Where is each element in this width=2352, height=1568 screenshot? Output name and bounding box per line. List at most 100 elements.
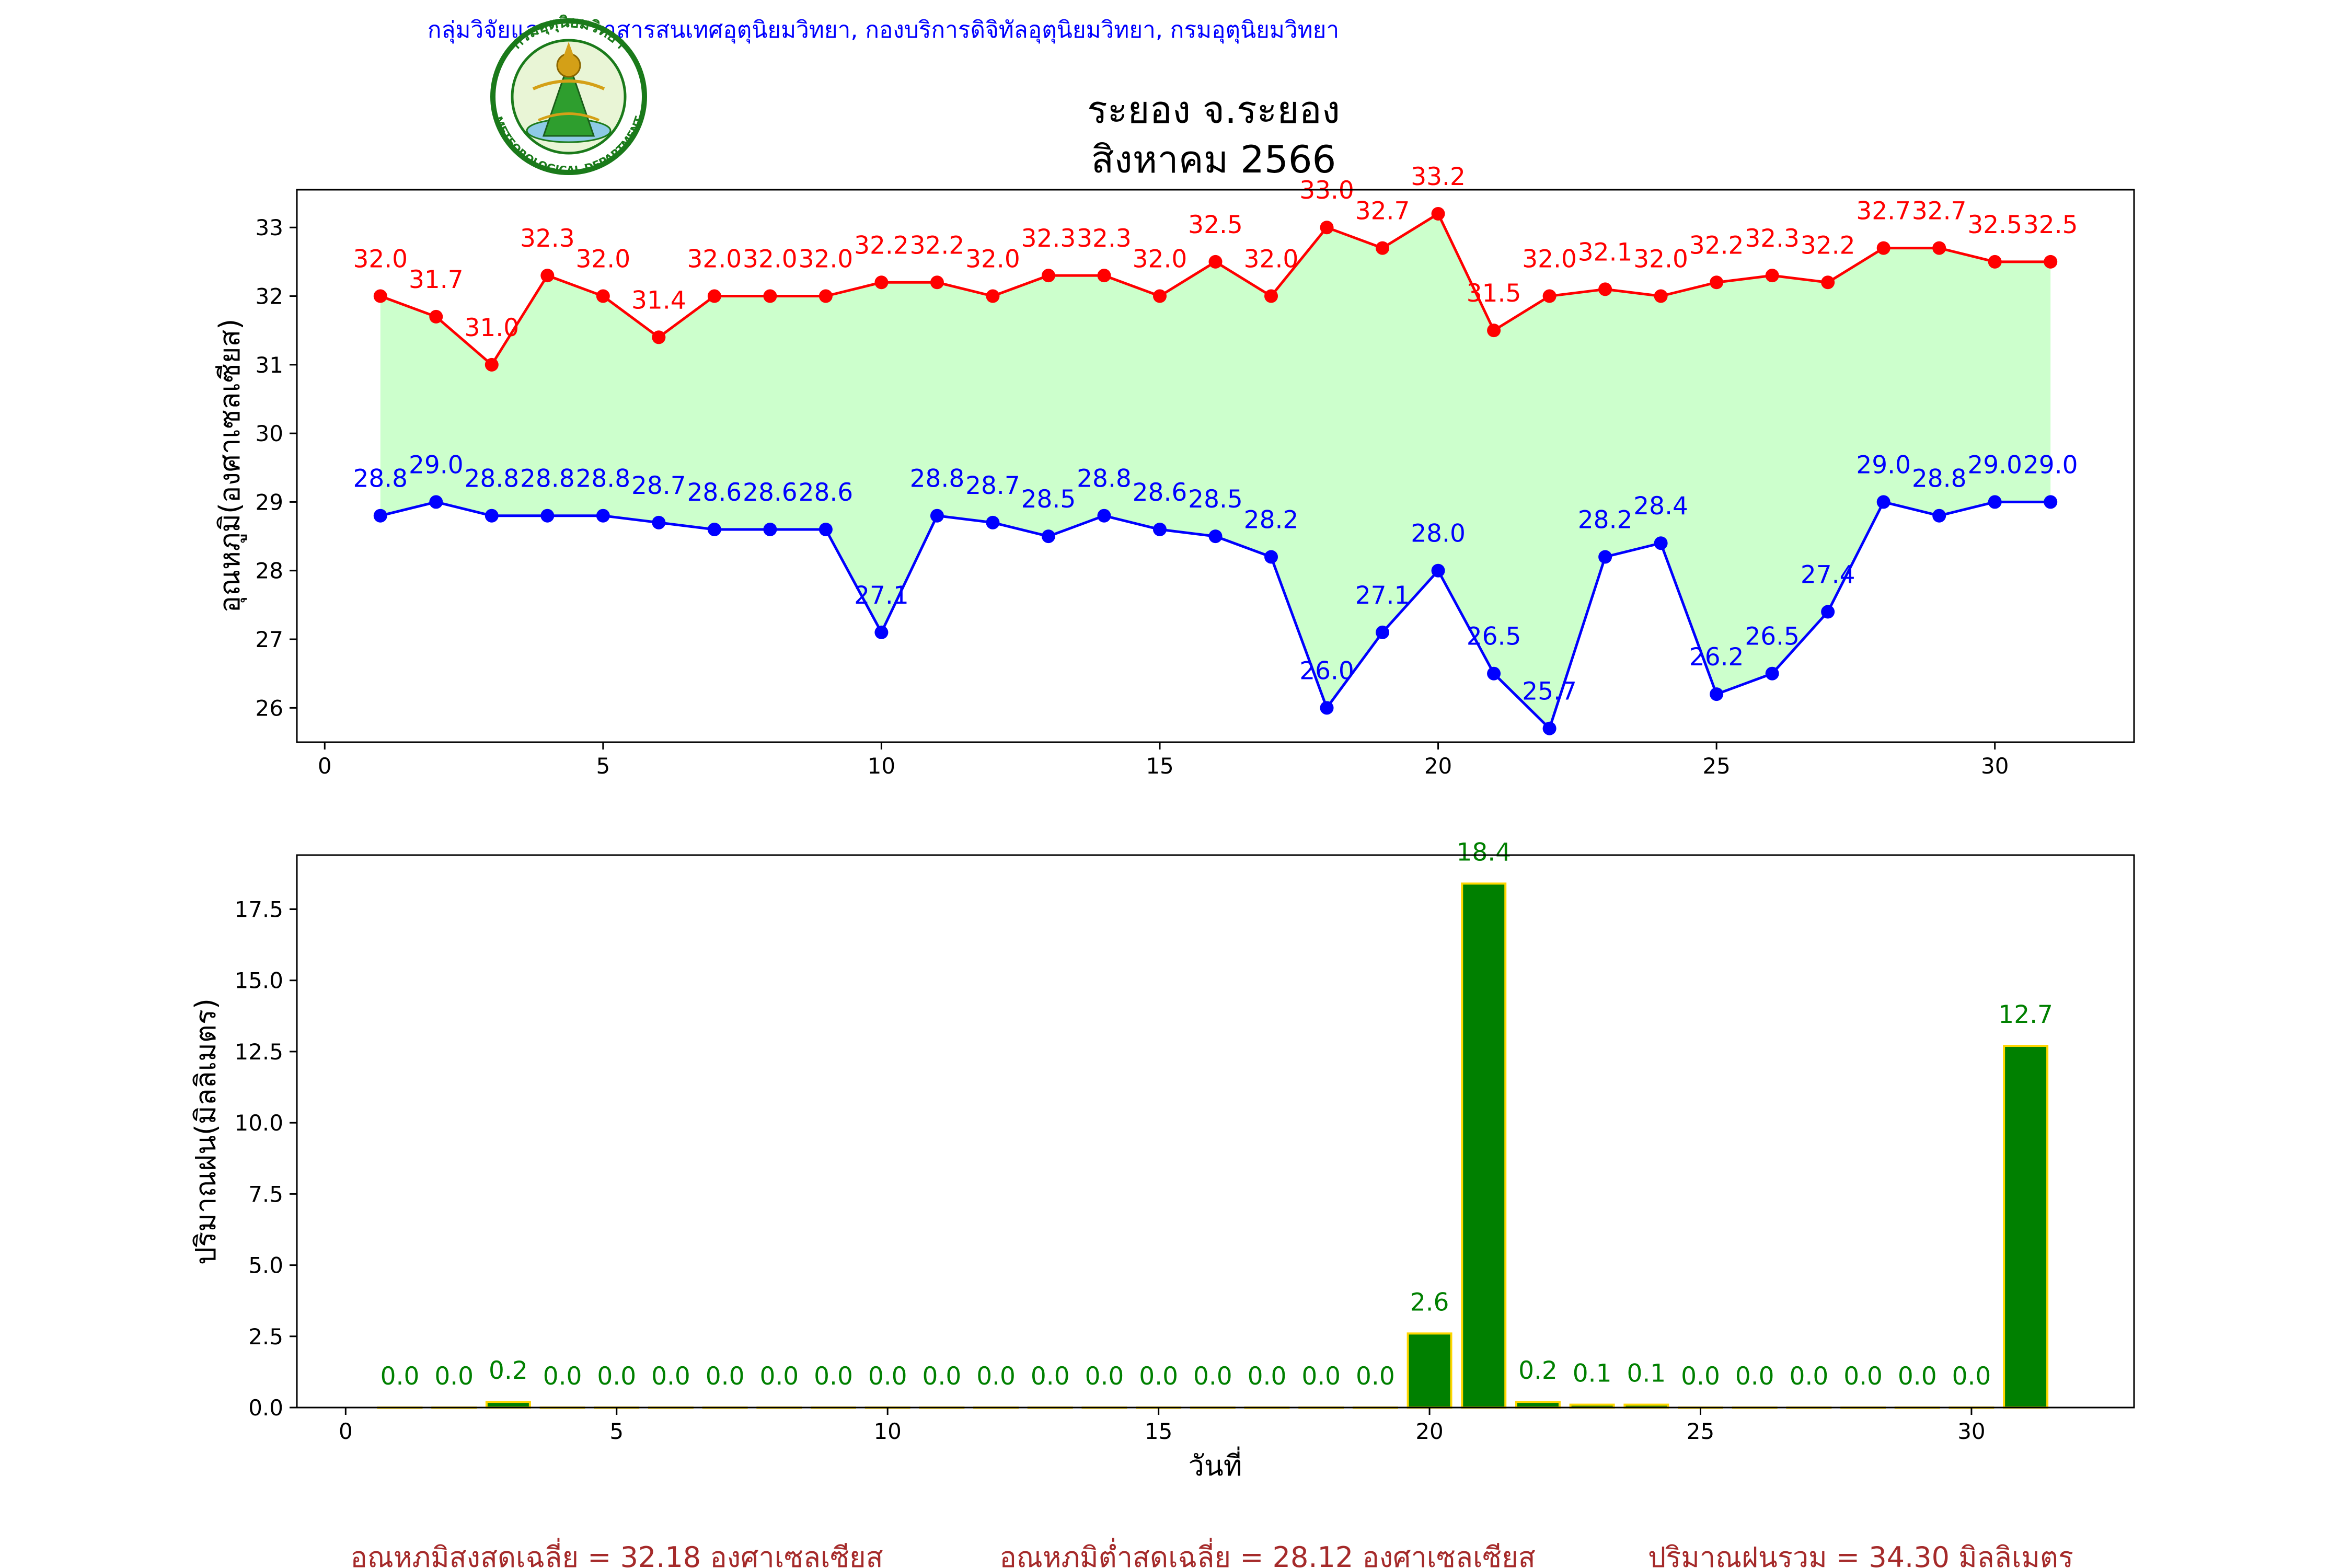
- max-temp-point: [1320, 221, 1334, 235]
- min-temp-data-label: 28.8: [1077, 465, 1132, 493]
- max-temp-data-label: 32.7: [1856, 197, 1911, 226]
- rainfall-y-axis-label: ปริมาณฝน(มิลลิเมตร): [189, 998, 222, 1265]
- max-temp-data-label: 32.3: [1745, 224, 1800, 253]
- max-temp-data-label: 32.2: [910, 231, 965, 260]
- min-temp-data-label: 28.4: [1633, 492, 1688, 521]
- rain-data-label: 0.0: [1193, 1362, 1232, 1391]
- temperature-x-tick-label: 5: [596, 753, 610, 779]
- max-temp-data-label: 32.5: [2023, 211, 2078, 239]
- rain-data-label: 0.0: [1031, 1362, 1070, 1391]
- min-temp-point: [1765, 666, 1779, 681]
- rain-data-label: 0.0: [1898, 1362, 1937, 1391]
- max-temp-data-label: 32.0: [799, 245, 854, 274]
- max-temp-data-label: 32.5: [1967, 211, 2022, 239]
- min-temp-point: [1041, 529, 1055, 544]
- rain-data-label: 0.0: [1085, 1362, 1124, 1391]
- min-temp-point: [485, 509, 499, 523]
- max-temp-point: [1376, 241, 1390, 255]
- rain-data-label: 0.0: [1681, 1362, 1720, 1391]
- department-logo: กรมอุตุนิยมวิทยา METEOROLOGICAL DEPARTME…: [490, 13, 647, 177]
- temperature-x-tick-label: 20: [1424, 753, 1452, 779]
- rain-data-label: 0.0: [651, 1362, 690, 1391]
- max-temp-point: [763, 289, 777, 303]
- rain-data-label: 0.0: [1735, 1362, 1774, 1391]
- max-temp-point: [1041, 269, 1055, 283]
- max-temp-data-label: 32.0: [353, 245, 408, 274]
- min-temp-point: [1876, 495, 1890, 509]
- temperature-x-tick-label: 15: [1146, 753, 1173, 779]
- temperature-x-tick-label: 30: [1981, 753, 2009, 779]
- rainfall-chart: 0.0 0.0 0.2 0.0 0.0 0.0 0.0 0.0 0.0 0.0 0.0 0.0 0.0 0…: [189, 838, 2135, 1482]
- rainfall-y-tick-label: 15.0: [234, 968, 283, 994]
- min-temp-point: [1598, 550, 1612, 564]
- min-temp-point: [1988, 495, 2002, 509]
- min-temp-data-label: 27.1: [854, 581, 909, 610]
- max-temp-point: [1598, 282, 1612, 296]
- max-temp-data-label: 32.0: [687, 245, 742, 274]
- rainfall-y-tick-label: 10.0: [234, 1110, 283, 1136]
- min-temp-data-label: 25.7: [1522, 677, 1577, 706]
- max-temp-data-label: 32.0: [1133, 245, 1187, 274]
- rainfall-x-tick-label: 25: [1687, 1419, 1714, 1444]
- rain-data-label: 0.1: [1573, 1359, 1612, 1388]
- min-temp-point: [986, 515, 1000, 529]
- max-temp-point: [429, 309, 443, 324]
- max-temp-point: [1487, 324, 1501, 338]
- max-temp-point: [1264, 289, 1278, 303]
- max-temp-data-label: 32.0: [1633, 245, 1688, 274]
- min-temp-data-label: 26.2: [1689, 643, 1744, 672]
- min-temp-data-label: 28.5: [1021, 485, 1076, 514]
- rain-bar: [2003, 1045, 2049, 1409]
- max-temp-point: [1932, 241, 1946, 255]
- max-temp-data-label: 32.3: [1077, 224, 1132, 253]
- min-temp-point: [1821, 605, 1835, 619]
- max-temp-data-label: 32.0: [965, 245, 1020, 274]
- min-temp-point: [1097, 509, 1111, 523]
- rainfall-y-tick-label: 2.5: [248, 1324, 283, 1350]
- rain-data-label: 0.0: [706, 1362, 745, 1391]
- temperature-y-tick-label: 26: [256, 695, 283, 721]
- max-temp-data-label: 32.0: [1244, 245, 1299, 274]
- rain-bar: [1515, 1401, 1561, 1409]
- min-temp-data-label: 28.8: [1912, 465, 1967, 493]
- max-temp-data-label: 33.0: [1299, 176, 1354, 205]
- rainfall-x-axis-label: วันที่: [1189, 1446, 1242, 1482]
- min-temp-point: [763, 522, 777, 536]
- min-temp-point: [818, 522, 833, 536]
- rain-bar: [485, 1401, 531, 1409]
- rain-data-label: 0.0: [434, 1362, 474, 1391]
- rainfall-x-tick-label: 0: [339, 1419, 353, 1444]
- max-temp-data-label: 32.0: [743, 245, 798, 274]
- min-temp-point: [1376, 625, 1390, 639]
- max-temp-point: [2044, 255, 2058, 269]
- rain-data-label: 0.0: [1248, 1362, 1287, 1391]
- max-temp-point: [818, 289, 833, 303]
- min-temp-point: [1431, 563, 1445, 578]
- rainfall-x-tick-label: 30: [1957, 1419, 1985, 1444]
- temperature-chart: 32.031.731.032.332.031.432.0 32.0 32.0 32.2…: [213, 163, 2135, 779]
- summary-average-min: อุณหภูมิต่ำสุดเฉลี่ย = 28.12 องศาเซลเซีย…: [999, 1538, 1535, 1568]
- rain-data-label: 0.0: [923, 1362, 962, 1391]
- min-temp-point: [874, 625, 889, 639]
- min-temp-data-label: 28.0: [1411, 520, 1466, 548]
- rain-data-label: 0.0: [597, 1362, 636, 1391]
- min-temp-data-label: 28.5: [1188, 485, 1243, 514]
- temperature-y-tick-label: 28: [256, 558, 283, 584]
- min-temp-data-label: 28.2: [1578, 505, 1633, 534]
- rain-data-label: 0.1: [1627, 1359, 1666, 1388]
- rainfall-y-tick-label: 17.5: [234, 897, 283, 923]
- max-temp-point: [1710, 275, 1724, 290]
- rain-data-label: 0.2: [1518, 1356, 1558, 1385]
- max-temp-point: [1821, 275, 1835, 290]
- temperature-axes-frame: [296, 189, 2135, 743]
- rain-data-label: 0.0: [868, 1362, 907, 1391]
- min-temp-point: [2044, 495, 2058, 509]
- min-temp-point: [1208, 529, 1223, 544]
- max-temp-point: [1208, 255, 1223, 269]
- rain-data-label: 2.6: [1410, 1288, 1449, 1317]
- rainfall-y-tick-label: 0.0: [248, 1395, 283, 1421]
- min-temp-point: [429, 495, 443, 509]
- max-temp-point: [874, 275, 889, 290]
- rain-bar: [1461, 882, 1507, 1409]
- temperature-y-axis-label: อุณหภูมิ(องศาเซลเซียส): [213, 319, 247, 613]
